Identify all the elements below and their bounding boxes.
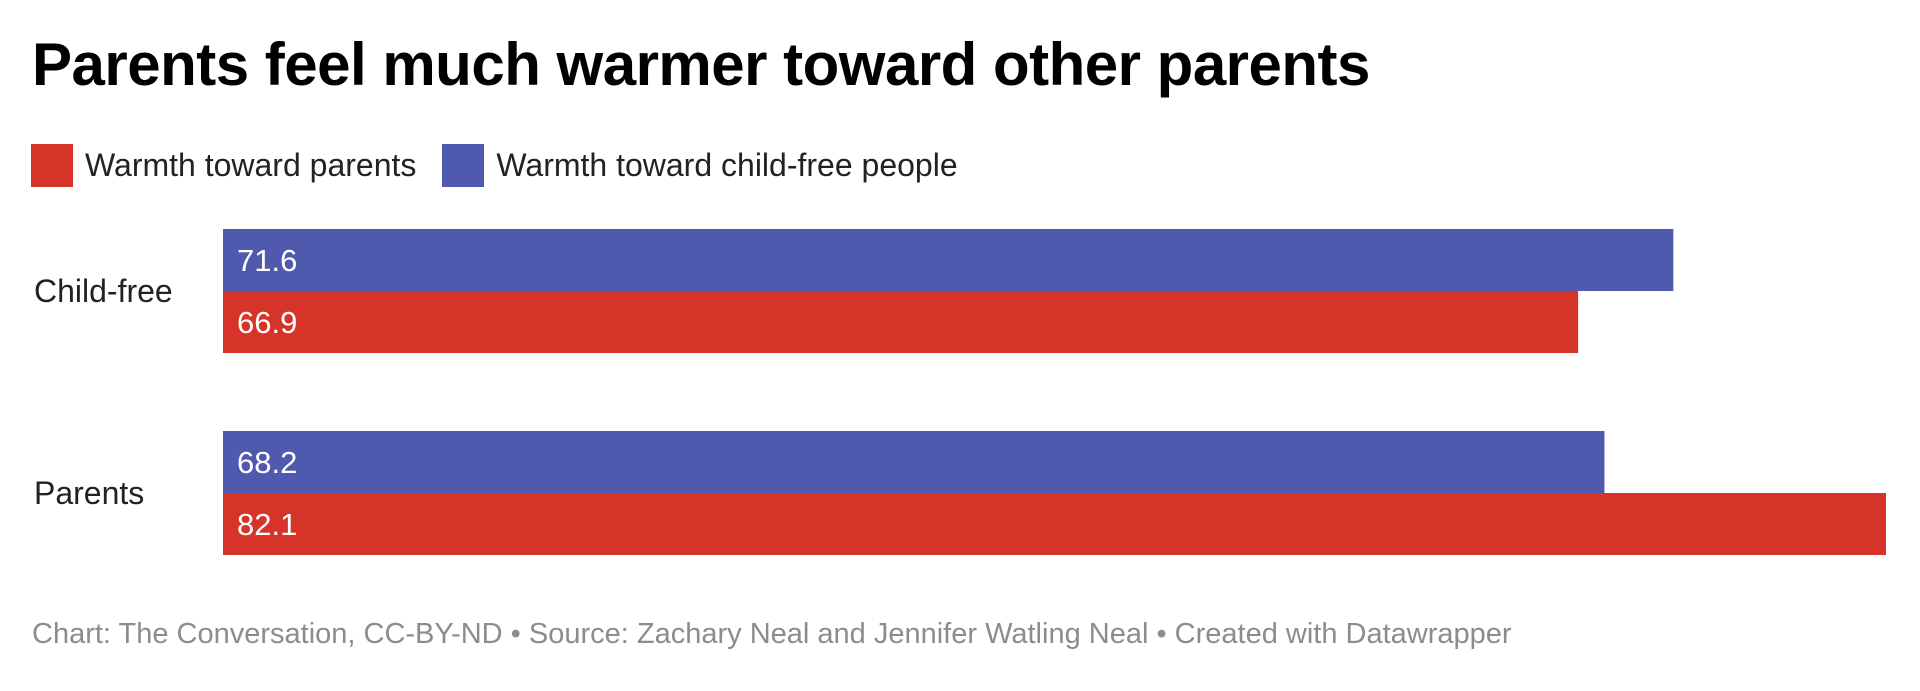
category-label: Child-free — [34, 273, 173, 309]
data-label: 66.9 — [237, 305, 297, 340]
data-label: 82.1 — [237, 507, 297, 542]
chart-title: Parents feel much warmer toward other pa… — [32, 31, 1370, 98]
category-label: Parents — [34, 475, 144, 511]
bar — [223, 291, 1579, 353]
bar — [223, 229, 1674, 291]
legend-label: Warmth toward child-free people — [496, 147, 958, 183]
chart-footer: Chart: The Conversation, CC-BY-ND • Sour… — [32, 618, 1512, 650]
bar — [223, 493, 1886, 555]
legend: Warmth toward parents Warmth toward chil… — [31, 144, 984, 187]
legend-swatch — [442, 144, 485, 187]
legend-item-parents: Warmth toward parents — [31, 144, 416, 187]
bar — [223, 431, 1605, 493]
legend-swatch — [31, 144, 73, 187]
legend-label: Warmth toward parents — [85, 147, 417, 183]
data-label: 68.2 — [237, 445, 297, 480]
legend-item-child-free: Warmth toward child-free people — [442, 144, 958, 187]
data-label: 71.6 — [237, 243, 297, 278]
